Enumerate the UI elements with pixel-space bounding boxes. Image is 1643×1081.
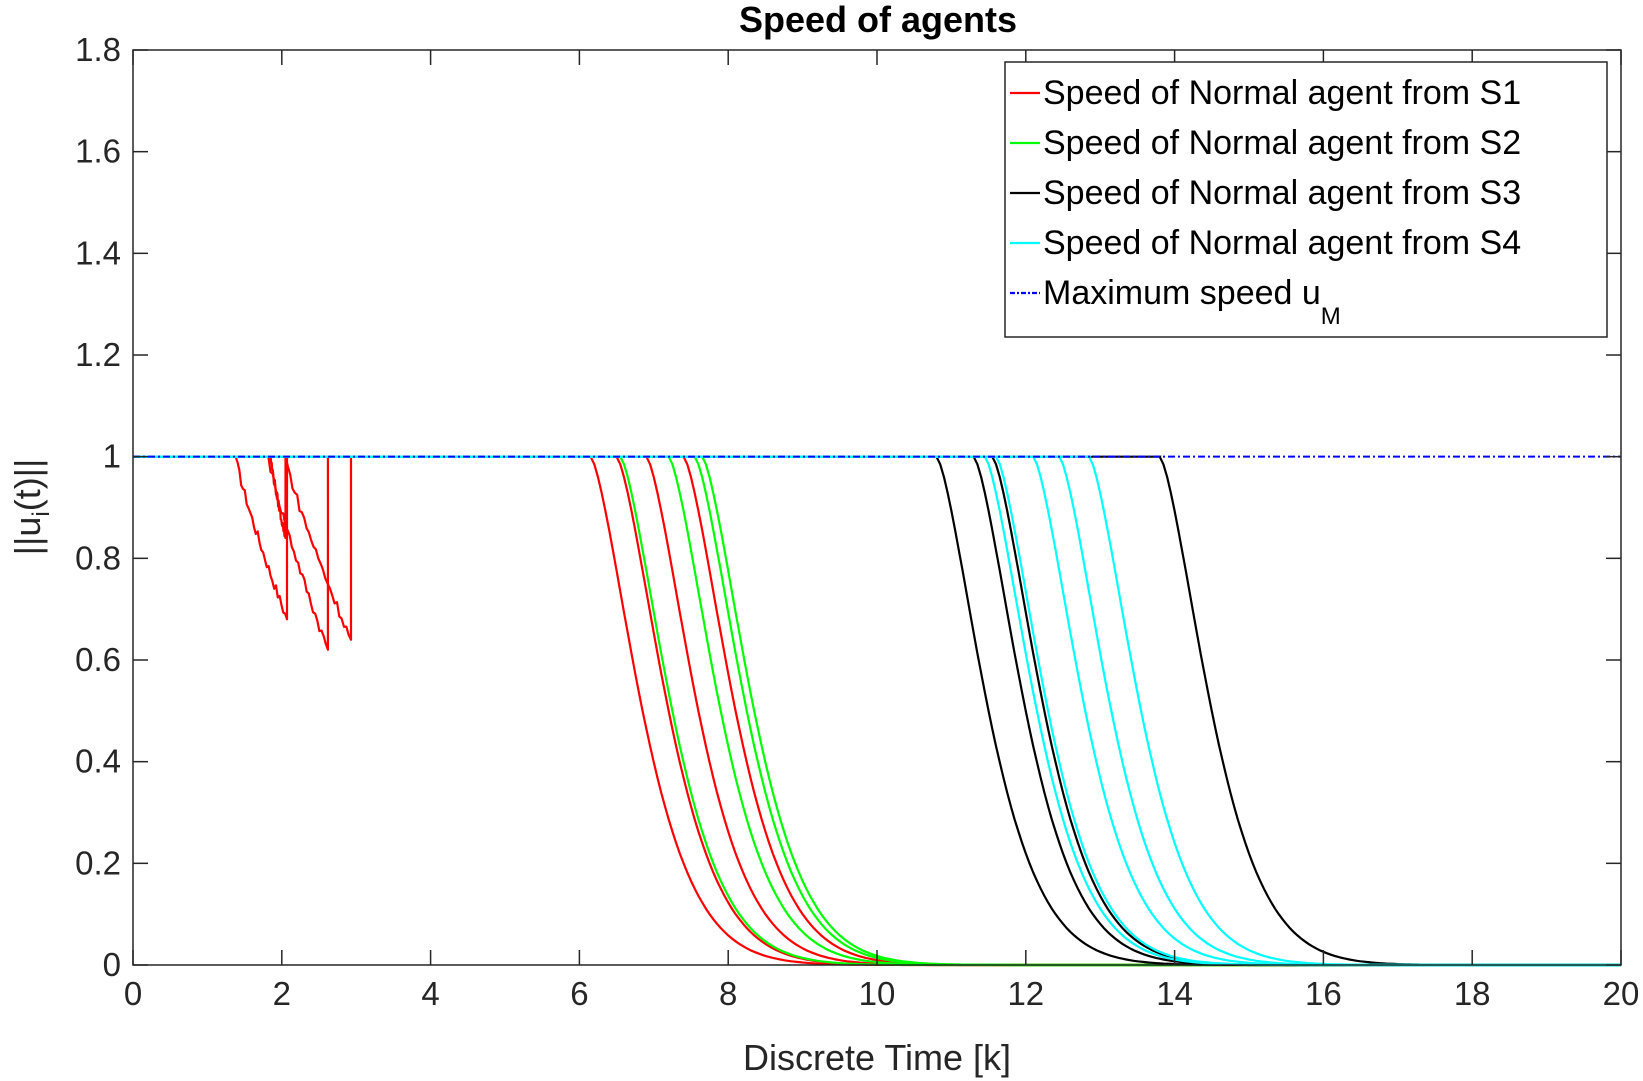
legend-entry: Maximum speed uM: [1010, 274, 1341, 330]
x-tick-label: 0: [124, 975, 142, 1012]
legend-label: Speed of Normal agent from S3: [1043, 174, 1521, 212]
x-tick-label: 16: [1305, 975, 1342, 1012]
x-axis-ticks: 0 2 4 6 8 10 12 14 16 18 20: [124, 50, 1640, 1012]
y-tick-label: 1.8: [75, 31, 121, 68]
series-spike-line: [269, 456, 287, 540]
y-tick-label: 0: [103, 946, 121, 983]
svg-text:||ui(t)||: ||ui(t)||: [7, 459, 55, 556]
legend-box: [1004, 61, 1608, 338]
y-axis-label-main: ||u: [7, 517, 48, 556]
y-axis-ticks: 0 0.2 0.4 0.6 0.8 1 1.2 1.4 1.6 1.8: [75, 31, 1621, 983]
legend-entry: Speed of Normal agent from S3: [1010, 174, 1521, 212]
series-spike-line: [284, 456, 353, 641]
chart-title: Speed of agents: [739, 0, 1017, 40]
x-tick-label: 8: [719, 975, 737, 1012]
y-tick-label: 1.4: [75, 234, 121, 271]
x-tick-label: 20: [1603, 975, 1640, 1012]
y-axis-label-sub: i: [28, 511, 55, 516]
x-tick-label: 18: [1454, 975, 1491, 1012]
x-tick-label: 4: [421, 975, 439, 1012]
legend: Speed of Normal agent from S1 Speed of No…: [1004, 61, 1608, 338]
y-tick-label: 1.6: [75, 133, 121, 170]
legend-entry: Speed of Normal agent from S1: [1010, 74, 1521, 112]
x-tick-label: 12: [1007, 975, 1044, 1012]
y-axis-label-tail: (t)||: [7, 459, 48, 512]
legend-entry: Speed of Normal agent from S4: [1010, 224, 1521, 262]
y-tick-label: 0.4: [75, 743, 121, 780]
x-tick-label: 6: [570, 975, 588, 1012]
series-spike-line: [234, 456, 289, 621]
y-tick-label: 0.2: [75, 844, 121, 881]
y-tick-label: 1: [103, 438, 121, 475]
legend-entry: Speed of Normal agent from S2: [1010, 124, 1521, 162]
x-tick-label: 14: [1156, 975, 1193, 1012]
legend-label: Speed of Normal agent from S4: [1043, 224, 1521, 262]
legend-label: Speed of Normal agent from S2: [1043, 124, 1521, 162]
y-axis-label: ||ui(t)||: [7, 459, 55, 556]
y-tick-label: 0.8: [75, 539, 121, 576]
legend-label: Maximum speed uM: [1043, 274, 1341, 330]
y-tick-label: 1.2: [75, 336, 121, 373]
x-tick-label: 2: [273, 975, 291, 1012]
x-axis-label: Discrete Time [k]: [743, 1037, 1011, 1078]
x-tick-label: 10: [859, 975, 896, 1012]
legend-label: Speed of Normal agent from S1: [1043, 74, 1521, 112]
y-tick-label: 0.6: [75, 641, 121, 678]
